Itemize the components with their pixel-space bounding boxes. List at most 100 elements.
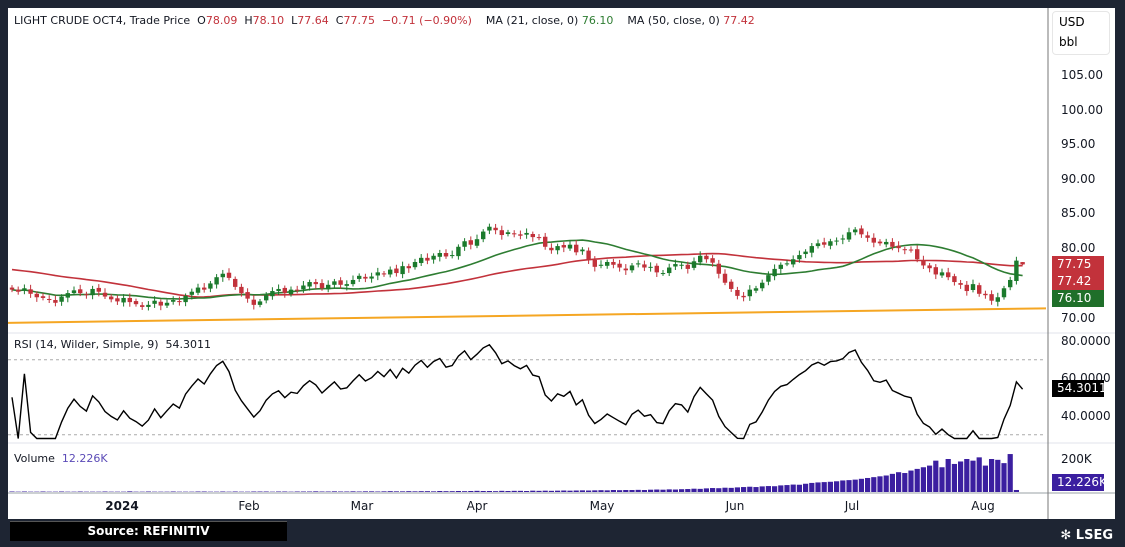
lseg-logo: ✻ LSEG: [1060, 528, 1113, 543]
volume-bar: [641, 490, 647, 492]
candle-body: [605, 261, 610, 266]
candle-body: [877, 241, 883, 244]
volume-bar: [617, 490, 623, 492]
candle-body: [313, 282, 318, 285]
volume-bar: [573, 490, 579, 492]
candle-body: [840, 238, 845, 240]
candle-body: [326, 284, 331, 290]
volume-bars: [9, 454, 1019, 492]
volume-bar: [387, 491, 393, 492]
volume-bar: [561, 490, 567, 492]
brand-label: LSEG: [1075, 528, 1113, 543]
rsi-badge: 54.3011: [1052, 380, 1107, 397]
volume-bar: [511, 490, 517, 492]
high-label: H: [244, 14, 253, 27]
volume-bar: [908, 470, 914, 492]
candle-body: [450, 255, 455, 257]
volume-bar: [759, 486, 765, 492]
candle-body: [896, 245, 901, 249]
candle-body: [251, 299, 256, 305]
candle-body: [803, 251, 808, 255]
candle-body: [400, 266, 405, 275]
candle-body: [96, 287, 101, 292]
currency-unit-selector[interactable]: USD bbl: [1052, 11, 1110, 55]
volume-bar: [480, 491, 486, 492]
candle-body: [9, 287, 15, 290]
candle-body: [673, 264, 678, 267]
volume-bar: [809, 482, 815, 492]
candle-body: [78, 289, 83, 294]
ma50-line: [11, 252, 1023, 298]
source-caption: Source: REFINITIV: [10, 521, 287, 541]
candle-body: [419, 257, 424, 264]
volume-bar: [648, 489, 654, 492]
volume-bar: [722, 487, 728, 492]
volume-bar: [697, 488, 703, 492]
candle-body: [158, 301, 163, 306]
candle-body: [753, 288, 759, 291]
volume-bar: [449, 491, 455, 492]
time-label: Apr: [466, 499, 488, 513]
candle-body: [921, 260, 926, 266]
volume-legend: Volume 12.226K: [14, 452, 108, 465]
candle-body: [592, 259, 597, 267]
time-label: Mar: [350, 499, 374, 513]
candle-body: [474, 239, 480, 246]
volume-bar: [846, 480, 852, 492]
legend-main: LIGHT CRUDE OCT4, Trade Price O78.09 H78…: [14, 14, 755, 27]
candle-body: [884, 241, 889, 245]
volume-bar: [902, 473, 908, 492]
candle-body: [691, 261, 697, 268]
candle-body: [561, 245, 566, 248]
candle-body: [456, 246, 461, 257]
candle-body: [567, 244, 573, 249]
volume-bar: [778, 485, 784, 492]
candle-body: [102, 292, 108, 297]
rsi-legend: RSI (14, Wilder, Simple, 9) 54.3011: [14, 338, 211, 351]
pane-dividers: [8, 8, 1115, 519]
candle-body: [524, 232, 529, 235]
candle-body: [964, 284, 969, 292]
low-label: L: [291, 14, 298, 27]
candle-body: [462, 241, 467, 247]
candle-body: [344, 284, 349, 286]
candle-body: [47, 298, 52, 301]
candle-body: [16, 289, 21, 292]
candle-body: [369, 276, 374, 279]
candle-body: [915, 249, 920, 260]
candle-body: [133, 301, 139, 305]
close-label: C: [335, 14, 344, 27]
volume-bar: [505, 491, 511, 492]
candle-body: [239, 286, 244, 294]
volume-bar: [623, 490, 629, 492]
candle-body: [828, 241, 833, 246]
candle-body: [245, 292, 250, 299]
volume-bar: [741, 487, 747, 492]
close-price-badge: 77.75: [1052, 256, 1104, 273]
low-value: 77.64: [297, 14, 329, 27]
volume-bar: [920, 467, 926, 492]
candle-body: [338, 280, 343, 285]
volume-bar: [834, 481, 840, 492]
volume-bar: [896, 472, 902, 492]
volume-bar: [524, 491, 530, 492]
volume-bar: [691, 488, 697, 492]
candle-body: [164, 302, 170, 306]
candle-body: [121, 297, 126, 303]
candle-body: [195, 287, 201, 293]
volume-bar: [567, 490, 573, 492]
volume-bar: [827, 481, 833, 492]
candle-body: [220, 273, 225, 278]
rsi-value: 54.3011: [165, 338, 212, 351]
candle-body: [71, 290, 77, 294]
volume-bar: [871, 477, 877, 492]
volume-bar: [734, 487, 740, 492]
candle-body: [1014, 260, 1019, 282]
volume-bar: [406, 491, 412, 492]
volume-bar: [753, 487, 759, 492]
volume-bar: [381, 491, 387, 492]
candle-body: [784, 263, 790, 265]
symbol-label: LIGHT CRUDE OCT4, Trade Price: [14, 14, 191, 27]
rsi-line: [11, 343, 1024, 440]
